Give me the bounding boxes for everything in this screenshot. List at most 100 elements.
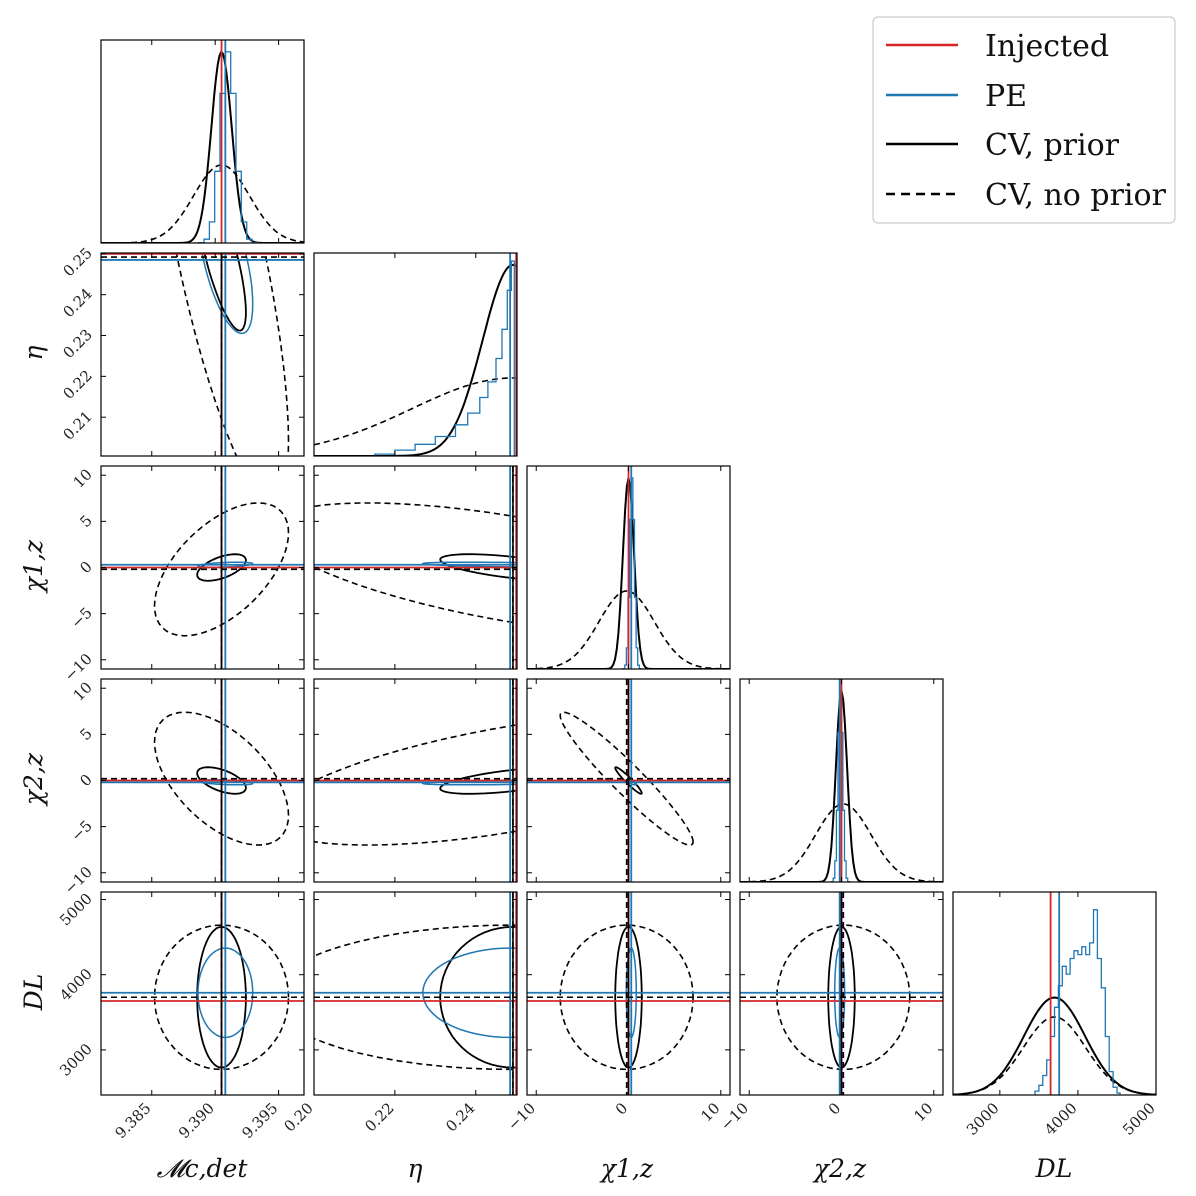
panel-frame xyxy=(313,891,518,1096)
y-tick-label: 5 xyxy=(76,511,95,530)
y-tick-label: −5 xyxy=(67,817,95,845)
panel-content xyxy=(527,466,730,669)
cv-noprior-contour xyxy=(776,924,911,1071)
cv-noprior-curve xyxy=(527,590,730,669)
cv-prior-contour xyxy=(439,768,517,795)
pe-histogram xyxy=(1034,909,1121,1095)
x-label-chi1: χ1,z xyxy=(599,1154,654,1183)
legend-label-pe: PE xyxy=(985,79,1027,114)
panel-content xyxy=(314,892,517,1095)
panel-content xyxy=(953,892,1156,1095)
x-tick-label: −10 xyxy=(504,1099,539,1134)
pe-contour xyxy=(421,779,517,786)
panel-content xyxy=(527,892,730,1095)
x-tick-label: 9.395 xyxy=(238,1099,281,1142)
panel-frame xyxy=(100,39,305,244)
cv-prior-contour xyxy=(439,553,517,580)
y-tick-label: 0.21 xyxy=(59,407,95,443)
panel-eta-mc: 0.21 0.22 0.23 0.24 0.25 xyxy=(59,244,305,457)
x-tick-label: 0 xyxy=(825,1099,844,1118)
cv-prior-contour xyxy=(439,925,517,1069)
y-tick-label: 0.24 xyxy=(59,285,95,321)
panel-chi1-eta xyxy=(313,465,518,670)
panel-dl-eta: 0.20 0.22 0.24 xyxy=(280,891,518,1135)
cv-prior-contour xyxy=(196,925,247,1069)
panel-frame xyxy=(952,891,1157,1096)
panel-mc-mc xyxy=(100,39,305,244)
panel-content xyxy=(101,466,304,669)
cv-prior-curve xyxy=(314,263,517,456)
panel-chi2-eta xyxy=(313,678,518,883)
legend-box xyxy=(872,16,1176,224)
panel-chi2-chi2 xyxy=(739,678,944,883)
cv-noprior-contour xyxy=(153,711,290,846)
cv-prior-curve xyxy=(101,50,304,243)
y-label-chi1: χ1,z xyxy=(19,539,48,594)
pe-contour xyxy=(421,561,517,568)
y-tick-label: 4000 xyxy=(56,965,96,1005)
panel-chi1-mc: −10 −5 0 5 10 xyxy=(61,465,305,685)
panel-content xyxy=(740,892,943,1095)
panel-dl-chi1: −10 0 10 xyxy=(504,891,731,1134)
panel-content xyxy=(101,253,304,456)
x-label-mc: 𝓜c,det xyxy=(157,1154,249,1183)
cv-noprior-contour xyxy=(153,502,290,637)
x-label-chi2: χ2,z xyxy=(812,1154,867,1183)
cv-prior-curve xyxy=(953,996,1156,1095)
panel-eta-eta xyxy=(313,252,518,457)
x-tick-label: 5000 xyxy=(1119,1099,1159,1139)
y-tick-label: 0 xyxy=(76,558,95,577)
cv-noprior-curve xyxy=(740,803,943,882)
panel-dl-chi2: −10 0 10 xyxy=(717,891,944,1134)
x-tick-label: 0 xyxy=(612,1099,631,1118)
y-label-eta: η xyxy=(19,345,48,360)
y-tick-label: 0.22 xyxy=(59,366,95,402)
panel-frame xyxy=(100,891,305,1096)
pe-contour xyxy=(201,253,254,335)
cv-noprior-contour xyxy=(559,711,694,846)
panel-chi1-chi1 xyxy=(526,465,731,670)
y-tick-label: −10 xyxy=(61,650,96,685)
x-tick-label: 9.390 xyxy=(175,1099,218,1142)
y-tick-label: 5000 xyxy=(56,890,96,930)
panel-chi2-chi1 xyxy=(526,678,731,883)
x-tick-label: 3000 xyxy=(963,1099,1003,1139)
y-tick-label: 0.25 xyxy=(59,244,95,280)
cv-prior-contour xyxy=(827,925,856,1069)
y-tick-label: 3000 xyxy=(56,1040,96,1080)
y-tick-label: 10 xyxy=(70,465,96,491)
cv-noprior-contour xyxy=(153,924,290,1071)
y-tick-label: −10 xyxy=(61,863,96,898)
panel-content xyxy=(527,679,730,882)
cv-prior-contour xyxy=(614,925,643,1069)
panel-content xyxy=(101,892,304,1095)
panel-content xyxy=(740,679,943,882)
pe-histogram xyxy=(374,260,515,456)
x-label-dl: DL xyxy=(1035,1154,1073,1183)
x-tick-label: 10 xyxy=(910,1099,936,1125)
panel-content xyxy=(101,40,304,243)
x-tick-label: 4000 xyxy=(1041,1099,1081,1139)
panel-content xyxy=(314,253,517,456)
cv-noprior-contour xyxy=(559,924,694,1071)
cv-prior-contour xyxy=(196,766,247,795)
pe-histogram xyxy=(193,51,261,243)
cv-prior-contour xyxy=(196,553,247,582)
legend: Injected PE CV, prior CV, no prior xyxy=(872,16,1176,224)
legend-label-injected: Injected xyxy=(985,29,1109,64)
panel-content xyxy=(101,679,304,882)
cv-prior-contour xyxy=(203,253,247,332)
x-label-eta: η xyxy=(408,1154,423,1183)
x-tick-label: 0.24 xyxy=(442,1099,478,1135)
x-tick-label: −10 xyxy=(717,1099,752,1134)
x-tick-label: 0.20 xyxy=(280,1099,316,1135)
x-axis-labels: 𝓜c,det η χ1,z χ2,z DL xyxy=(157,1154,1073,1183)
y-axis-labels: η χ1,z χ2,z DL xyxy=(19,345,48,1011)
y-label-dl: DL xyxy=(19,974,48,1012)
panel-frame xyxy=(313,252,518,457)
y-tick-label: 0 xyxy=(76,771,95,790)
y-tick-label: −5 xyxy=(67,604,95,632)
panel-dl-dl: 3000 4000 5000 xyxy=(952,891,1159,1139)
